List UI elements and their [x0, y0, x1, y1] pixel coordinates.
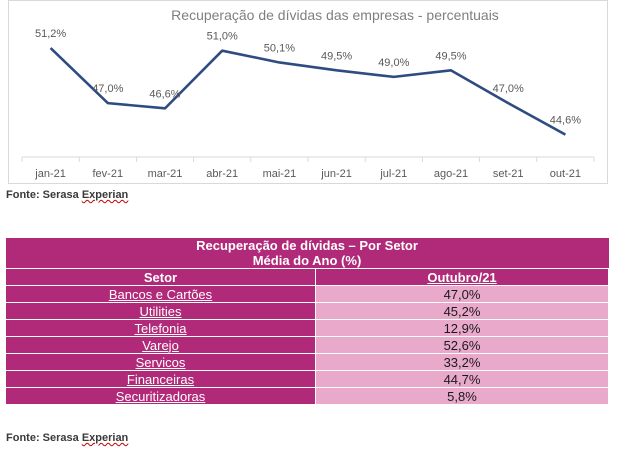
data-label: 50,1%: [264, 42, 295, 54]
data-label: 47,0%: [92, 83, 123, 95]
table-title-line2: Média do Ano (%): [252, 253, 362, 268]
value-cell: 44,7%: [315, 370, 609, 388]
data-label: 49,5%: [321, 50, 352, 62]
chart-title: Recuperação de dívidas das empresas - pe…: [171, 7, 499, 23]
x-tick-label: jan-21: [34, 168, 66, 180]
sector-cell[interactable]: Securitizadoras: [5, 387, 316, 405]
value-cell: 52,6%: [315, 336, 609, 354]
table-row: Varejo 52,6%: [5, 336, 609, 354]
x-tick-label: abr-21: [206, 168, 238, 180]
table-row: Bancos e Cartões 47,0%: [5, 285, 609, 303]
source-name: Experian: [81, 189, 129, 201]
table-title: Recuperação de dívidas – Por Setor Média…: [5, 238, 609, 269]
data-label: 49,5%: [435, 50, 466, 62]
table-title-row: Recuperação de dívidas – Por Setor Média…: [5, 238, 609, 269]
data-label: 44,6%: [550, 115, 581, 127]
value-cell: 45,2%: [315, 302, 609, 320]
source-note-bottom: Fonte: Serasa Experian: [6, 432, 128, 444]
data-label: 51,0%: [207, 31, 238, 43]
value-cell: 33,2%: [315, 353, 609, 371]
x-tick-label: jul-21: [379, 168, 407, 180]
x-tick-label: fev-21: [93, 168, 124, 180]
value-cell: 12,9%: [315, 319, 609, 337]
source-label: Fonte: Serasa: [6, 432, 79, 444]
sector-cell[interactable]: Utilities: [5, 302, 316, 320]
table-header-row: Setor Outubro/21: [5, 268, 609, 286]
line-chart: Recuperação de dívidas das empresas - pe…: [8, 0, 608, 184]
source-name: Experian: [81, 432, 129, 444]
data-label: 51,2%: [35, 28, 66, 40]
x-tick-label: out-21: [550, 168, 581, 180]
value-cell: 47,0%: [315, 285, 609, 303]
table-title-line1: Recuperação de dívidas – Por Setor: [196, 238, 418, 253]
x-tick-label: set-21: [493, 168, 524, 180]
col-header-month: Outubro/21: [315, 268, 609, 286]
data-label: 46,6%: [149, 88, 180, 100]
sector-cell[interactable]: Telefonia: [5, 319, 316, 337]
table-row: Servicos 33,2%: [5, 353, 609, 371]
source-label: Fonte: Serasa: [6, 189, 79, 201]
source-note-top: Fonte: Serasa Experian: [6, 189, 128, 201]
table-row: Securitizadoras 5,8%: [5, 387, 609, 405]
sector-cell[interactable]: Servicos: [5, 353, 316, 371]
sector-cell[interactable]: Bancos e Cartões: [5, 285, 316, 303]
chart-svg: Recuperação de dívidas das empresas - pe…: [21, 7, 595, 180]
sector-cell[interactable]: Varejo: [5, 336, 316, 354]
x-tick-label: mar-21: [148, 168, 183, 180]
value-cell: 5,8%: [315, 387, 609, 405]
table-row: Utilities 45,2%: [5, 302, 609, 320]
x-tick-label: ago-21: [434, 168, 468, 180]
col-header-sector: Setor: [5, 268, 316, 286]
sector-cell[interactable]: Financeiras: [5, 370, 316, 388]
data-label: 47,0%: [493, 83, 524, 95]
table-row: Telefonia 12,9%: [5, 319, 609, 337]
sector-table: Recuperação de dívidas – Por Setor Média…: [5, 238, 609, 405]
x-tick-label: mai-21: [263, 168, 297, 180]
table-row: Financeiras 44,7%: [5, 370, 609, 388]
data-label: 49,0%: [378, 57, 409, 69]
series-line: [49, 47, 567, 136]
x-tick-label: jun-21: [320, 168, 352, 180]
